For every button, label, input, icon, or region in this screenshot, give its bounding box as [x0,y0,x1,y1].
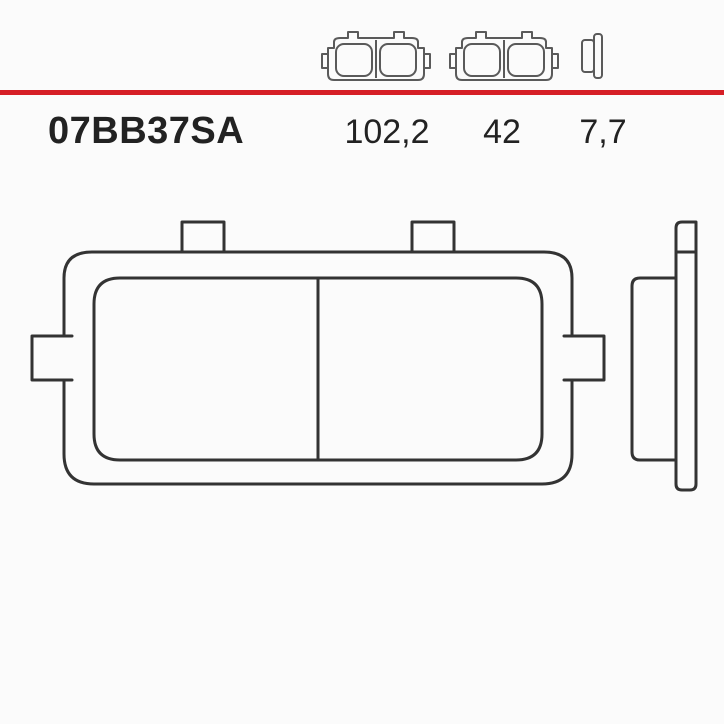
dimension-icons-row [320,28,606,84]
icon-pad-front-height [448,28,560,84]
technical-drawing [28,208,708,508]
brake-pad-front-icon [448,28,560,84]
spec-row: 07BB37SA 102,2 42 7,7 [48,110,648,153]
brake-pad-side-icon [576,28,606,84]
icon-pad-front-width [320,28,432,84]
brake-pad-front-icon [320,28,432,84]
side-view [632,222,696,490]
dimension-thickness: 7,7 [558,113,648,152]
diagram-canvas: 07BB37SA 102,2 42 7,7 [0,0,724,724]
icon-pad-side-thickness [576,28,606,84]
dimension-height: 42 [446,113,558,152]
dimension-width: 102,2 [328,113,446,152]
separator-line [0,90,724,95]
brake-pad-drawing-svg [28,208,708,508]
part-number: 07BB37SA [48,110,328,153]
